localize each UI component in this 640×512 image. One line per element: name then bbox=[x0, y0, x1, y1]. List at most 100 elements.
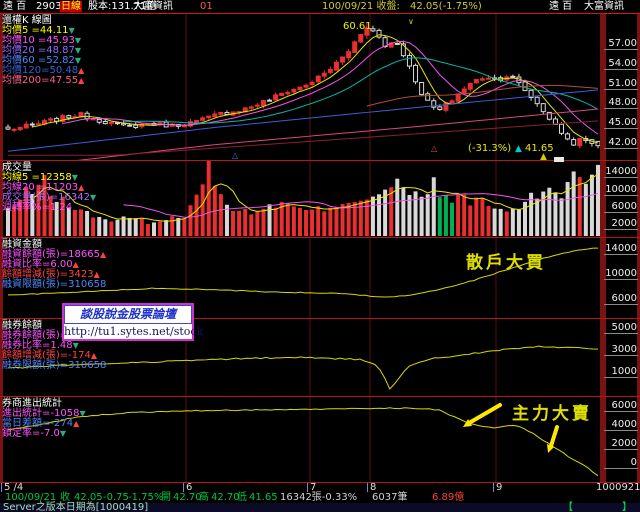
legend-text: 均價60 =52.82 bbox=[2, 55, 75, 66]
legend-row: 均價120=50.48▲ bbox=[2, 66, 84, 76]
status-change-pct: -1.75% bbox=[128, 492, 164, 503]
down-arrow-icon: ▼ bbox=[90, 193, 97, 202]
broker-net-chart[interactable] bbox=[3, 397, 600, 482]
legend-text: 融資限額(張)=310658 bbox=[2, 279, 107, 290]
up-arrow-icon: ▲ bbox=[72, 260, 79, 269]
status-close-label: 收 bbox=[60, 492, 70, 503]
legend-row: 均線20 =11203▲ bbox=[2, 183, 96, 193]
month-tick bbox=[307, 483, 308, 492]
down-arrow-icon: ▼ bbox=[72, 341, 79, 350]
axis-label: 14000 bbox=[604, 243, 638, 255]
month-tick bbox=[367, 483, 368, 492]
down-arrow-icon: ▼ bbox=[74, 46, 82, 55]
legend-text: 融券餘額(張)=4 bbox=[2, 330, 75, 341]
legend-row: 融券餘額(張)=4 bbox=[2, 331, 106, 341]
legend-row: 融資限額(張)=310658 bbox=[2, 280, 106, 290]
volume-panel-title: 成交量 bbox=[2, 162, 32, 173]
axis-label: 2000 bbox=[604, 438, 638, 450]
legend-text: 融資比率=6.00 bbox=[2, 259, 73, 270]
down-arrow-icon: ▼ bbox=[74, 36, 82, 45]
bracket-close[interactable]: 】 bbox=[622, 502, 632, 512]
up-arrow-icon: ▲ bbox=[78, 76, 85, 85]
annotation-retail-buying: 散戶大買 bbox=[466, 253, 546, 273]
stock-code[interactable]: 2903 bbox=[36, 1, 62, 12]
short-panel-title: 融券餘額 bbox=[2, 320, 42, 331]
capital-label: 股本:131.71億 bbox=[88, 1, 157, 12]
header-bar: 遠 百 2903 日線 股本:131.71億 大富資訊 01 100/09/21… bbox=[0, 0, 640, 13]
legend-text: 均價5 =44.11 bbox=[2, 25, 69, 36]
legend-row: 均價10 =45.93▼ bbox=[2, 36, 84, 46]
margin-chart[interactable] bbox=[3, 238, 600, 318]
axis-label: 54.00 bbox=[604, 58, 638, 70]
legend-row: 餘額增減(張)=-174▲ bbox=[2, 351, 106, 361]
status-open: 42.70 bbox=[173, 492, 202, 503]
legend-row: 融券限額(張)=310658 bbox=[2, 361, 106, 371]
brand-label: 大富資訊 bbox=[133, 1, 173, 12]
legend-row: 均價5 =44.11▼ bbox=[2, 26, 84, 36]
svg-text:(-31.3%): (-31.3%) bbox=[468, 143, 511, 154]
legend-row: 均線5 =12358▼ bbox=[2, 173, 96, 183]
legend-row: 融券比率=1.48▼ bbox=[2, 341, 106, 351]
up-arrow-icon: ▲ bbox=[100, 250, 107, 259]
legend-text: 融券比率=1.48 bbox=[2, 340, 73, 351]
legend-row: 當日差額=-274▲ bbox=[2, 419, 86, 429]
legend-text: 餘額增減(張)=3423 bbox=[2, 269, 94, 280]
legend-text: 週轉率%=1.24 bbox=[2, 202, 73, 213]
axis-label: 4000 bbox=[604, 419, 638, 431]
legend-text: 均價10 =45.93 bbox=[2, 35, 75, 46]
axis-label: 6000 bbox=[604, 201, 638, 213]
forum-ad-box[interactable]: 談股說金股票論壇 http://tu1.sytes.net/stock bbox=[62, 303, 204, 341]
axis-label: 51.00 bbox=[604, 78, 638, 90]
axis-label: 45.00 bbox=[604, 117, 638, 129]
status-high-label: 高 bbox=[199, 492, 209, 503]
broker-panel-title: 券商進出統計 bbox=[2, 398, 62, 409]
svg-text:△: △ bbox=[232, 151, 239, 160]
header-right-stock-name: 遠 百 bbox=[549, 1, 573, 12]
annotation-mainforce-selling: 主力大賣 bbox=[512, 404, 592, 424]
bracket-open[interactable]: 【 bbox=[563, 502, 573, 512]
svg-text:60.61: 60.61 bbox=[343, 21, 372, 32]
forum-ad-title: 談股說金股票論壇 bbox=[64, 305, 192, 324]
axis-label: 2000 bbox=[604, 218, 638, 230]
svg-text:▲: ▲ bbox=[515, 144, 522, 154]
axis-label: 42.00 bbox=[604, 137, 638, 149]
svg-text:△: △ bbox=[431, 144, 438, 153]
status-high: 42.70 bbox=[211, 492, 240, 503]
legend-row: 融資比率=6.00▲ bbox=[2, 260, 106, 270]
legend-text: 當日差額=-274 bbox=[2, 418, 74, 429]
panel-divider bbox=[0, 237, 640, 238]
down-arrow-icon: ▼ bbox=[68, 26, 75, 35]
volume-chart[interactable] bbox=[3, 161, 600, 237]
axis-label: 10000 bbox=[604, 184, 638, 196]
header-right-brand: 大富資訊 bbox=[584, 1, 624, 12]
right-edge-strip bbox=[637, 14, 640, 483]
month-tick bbox=[1, 483, 2, 492]
status-trades: 6037筆 bbox=[372, 492, 408, 503]
panel-divider bbox=[0, 482, 640, 483]
period-toggle[interactable]: 日線 bbox=[60, 1, 82, 12]
forum-ad-link[interactable]: http://tu1.sytes.net/stock bbox=[64, 325, 204, 338]
header-divider bbox=[0, 13, 640, 14]
up-arrow-icon: ▲ bbox=[78, 66, 85, 75]
margin-panel-title: 融資金額 bbox=[2, 239, 42, 250]
down-arrow-icon: ▼ bbox=[59, 429, 67, 438]
up-arrow-icon: ▲ bbox=[90, 351, 98, 360]
svg-text:41.65: 41.65 bbox=[525, 143, 554, 154]
legend-text: 融券限額(張)=310658 bbox=[2, 360, 107, 371]
plot-right-strip bbox=[600, 14, 606, 483]
server-message-bar: Server之版本日期為[1000419] 【 】 bbox=[0, 502, 640, 512]
svg-text:▲: ▲ bbox=[540, 152, 547, 160]
scroll-position-tick[interactable] bbox=[554, 157, 564, 162]
main-panel-title: 還權K 線圖 bbox=[2, 15, 52, 26]
left-edge-strip bbox=[0, 14, 3, 483]
time-axis: 1000921 5 /4 6 7 8 9 bbox=[0, 483, 640, 493]
axis-label: 6000 bbox=[604, 293, 638, 305]
up-arrow-icon: ▲ bbox=[93, 270, 100, 279]
main-kline-chart[interactable]: 60.61 ∨△△ (-31.3%) ▲ 41.65▲ bbox=[3, 14, 600, 160]
legend-text: 鎖定率=-7.0 bbox=[2, 428, 60, 439]
axis-label: 0 bbox=[604, 457, 638, 469]
status-open-label: 開 bbox=[161, 492, 171, 503]
header-date-label: 100/09/21 收盤: bbox=[322, 1, 400, 12]
status-amount: 6.89億 bbox=[432, 492, 465, 503]
